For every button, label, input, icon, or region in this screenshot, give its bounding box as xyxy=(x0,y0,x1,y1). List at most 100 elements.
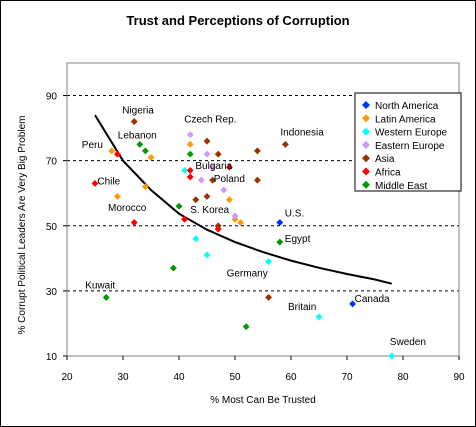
legend-marker xyxy=(362,114,370,123)
legend-label: Asia xyxy=(375,154,395,165)
point-label: Egypt xyxy=(285,234,311,245)
axes: 20 30 40 50 60 70 80 90 10 30 50 70 90 xyxy=(46,92,465,383)
legend-label: Africa xyxy=(375,168,401,179)
legend: North America Latin America Western Europe… xyxy=(354,92,462,192)
point-label: Canada xyxy=(355,294,390,305)
data-point xyxy=(214,225,222,233)
data-point xyxy=(181,215,189,223)
data-point xyxy=(203,137,211,145)
data-point xyxy=(130,218,138,227)
point-label: Morocco xyxy=(108,203,147,214)
legend-label: North America xyxy=(375,101,439,112)
data-point xyxy=(197,176,205,184)
point-labels: Nigeria Czech Rep. Lebanon Peru Indonesia Bul… xyxy=(82,106,426,348)
y-tick-label: 70 xyxy=(46,157,58,168)
x-tick-label: 80 xyxy=(397,372,409,383)
y-tick-label: 10 xyxy=(46,352,58,363)
data-point xyxy=(276,218,284,227)
data-point xyxy=(203,150,211,158)
data-point xyxy=(209,176,217,184)
data-point xyxy=(220,186,228,194)
point-label: Peru xyxy=(82,140,103,151)
data-point xyxy=(130,118,138,126)
legend-marker xyxy=(362,140,370,149)
data-point xyxy=(231,212,239,220)
data-point xyxy=(253,176,261,184)
data-point xyxy=(265,293,273,301)
data-point xyxy=(192,196,200,204)
data-point xyxy=(147,153,155,161)
legend-marker xyxy=(362,101,370,109)
chart-title: Trust and Perceptions of Corruption xyxy=(126,13,350,28)
data-point xyxy=(281,140,289,148)
legend-label: Latin America xyxy=(375,114,436,125)
data-point xyxy=(242,323,250,331)
data-points xyxy=(91,118,396,360)
point-label: Poland xyxy=(214,174,245,185)
point-label: Kuwait xyxy=(85,280,115,291)
legend-items: North America Latin America Western Europe… xyxy=(362,101,448,192)
data-point xyxy=(214,150,222,158)
data-point xyxy=(113,192,121,201)
data-point xyxy=(192,235,200,243)
data-point xyxy=(108,147,116,155)
data-point xyxy=(349,300,357,308)
point-label: Sweden xyxy=(390,337,426,348)
data-point xyxy=(209,163,217,171)
y-tick-label: 30 xyxy=(46,287,58,298)
data-point xyxy=(186,173,194,181)
data-point xyxy=(91,179,99,188)
data-point xyxy=(175,202,183,210)
x-tick-label: 50 xyxy=(229,372,241,383)
data-point xyxy=(136,140,144,148)
legend-label: Middle East xyxy=(375,181,427,192)
y-axis-label: % Corrupt Political Leaders Are Very Big… xyxy=(17,116,28,335)
point-label: S. Korea xyxy=(190,205,229,216)
data-point xyxy=(169,264,177,272)
data-point xyxy=(186,166,194,174)
legend-box xyxy=(354,92,462,192)
legend-label: Eastern Europe xyxy=(375,141,445,152)
data-point xyxy=(265,258,273,266)
x-tick-label: 90 xyxy=(453,372,465,383)
point-label: Czech Rep. xyxy=(184,115,236,126)
point-label: Lebanon xyxy=(118,130,157,141)
point-label: Nigeria xyxy=(122,106,154,117)
point-label: Indonesia xyxy=(280,127,324,138)
point-label: U.S. xyxy=(285,209,304,220)
x-tick-label: 40 xyxy=(173,372,185,383)
point-label: Britain xyxy=(288,302,316,313)
y-tick-label: 50 xyxy=(46,222,58,233)
data-point xyxy=(186,150,194,158)
point-label: Chile xyxy=(97,176,120,187)
x-tick-label: 30 xyxy=(117,372,129,383)
x-tick-label: 60 xyxy=(285,372,297,383)
point-label: Bulgaria xyxy=(195,161,232,172)
data-point xyxy=(225,196,233,204)
data-point xyxy=(237,218,245,227)
point-label: Germany xyxy=(227,269,268,280)
data-point xyxy=(141,147,149,155)
x-tick-label: 20 xyxy=(61,372,73,383)
plot-area xyxy=(66,62,460,357)
data-point xyxy=(186,131,194,139)
y-tick-label: 90 xyxy=(46,92,58,103)
data-point xyxy=(113,150,121,158)
legend-marker xyxy=(362,127,370,136)
x-tick-label: 70 xyxy=(341,372,353,383)
data-point xyxy=(253,147,261,155)
legend-marker xyxy=(362,180,370,189)
data-point xyxy=(225,163,233,171)
data-point xyxy=(203,251,211,259)
data-point xyxy=(186,140,194,148)
legend-marker xyxy=(362,167,370,176)
data-point xyxy=(315,313,323,321)
data-point xyxy=(181,166,189,174)
legend-label: Western Europe xyxy=(375,128,448,139)
x-axis-label: % Most Can Be Trusted xyxy=(210,395,316,406)
data-point xyxy=(388,352,396,360)
legend-marker xyxy=(362,154,370,163)
data-point xyxy=(203,192,211,201)
data-point xyxy=(276,238,284,246)
